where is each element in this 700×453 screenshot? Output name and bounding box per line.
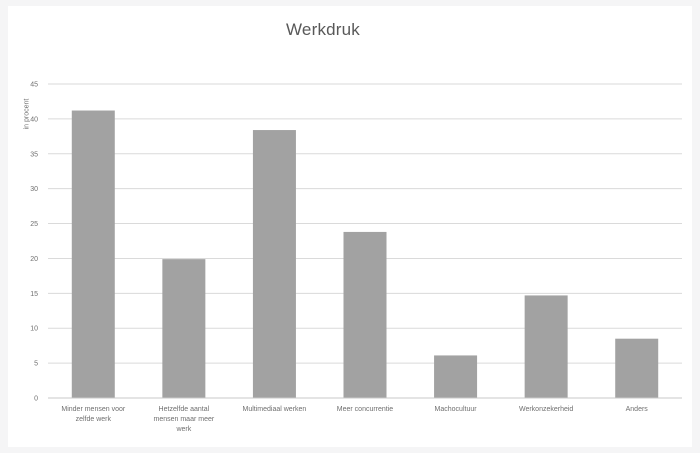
- bar: [434, 355, 478, 398]
- bar: [343, 231, 387, 398]
- bar: [71, 110, 115, 398]
- x-tick-label: Multimediaal werken: [243, 406, 307, 413]
- x-tick-label: Machocultuur: [435, 406, 478, 413]
- x-tick-label: Anders: [626, 406, 649, 413]
- y-tick-label: 40: [30, 116, 38, 123]
- y-tick-label: 45: [30, 82, 38, 89]
- bar: [615, 338, 659, 398]
- chart-plot: 0 5 10 15 20 25 30 35 40 45 Minder mensen voor zelf…: [30, 82, 682, 433]
- y-tick-label: 10: [30, 326, 38, 333]
- y-tick-label: 25: [30, 221, 38, 228]
- chart-title: Werkdruk: [285, 20, 361, 39]
- x-tick-label: Minder mensen voor zelfde werk: [61, 406, 125, 423]
- y-tick-label: 30: [30, 186, 38, 193]
- y-tick-label: 15: [30, 291, 38, 298]
- y-tick-label: 0: [34, 396, 38, 403]
- bar: [162, 259, 206, 398]
- bar: [524, 295, 568, 398]
- y-tick-label: 20: [30, 256, 38, 263]
- x-tick-label: Werkonzekerheid: [519, 406, 573, 413]
- bar: [252, 130, 296, 398]
- chart-card: Werkdruk in procent 0 5 10 15 20 25 30 35 40 45 Mi…: [8, 6, 692, 447]
- x-tick-label: Meer concurrentie: [337, 406, 394, 413]
- y-tick-label: 5: [34, 361, 38, 368]
- x-tick-label: Hetzelfde aantal mensen maar meer werk: [154, 406, 215, 433]
- y-tick-label: 35: [30, 151, 38, 158]
